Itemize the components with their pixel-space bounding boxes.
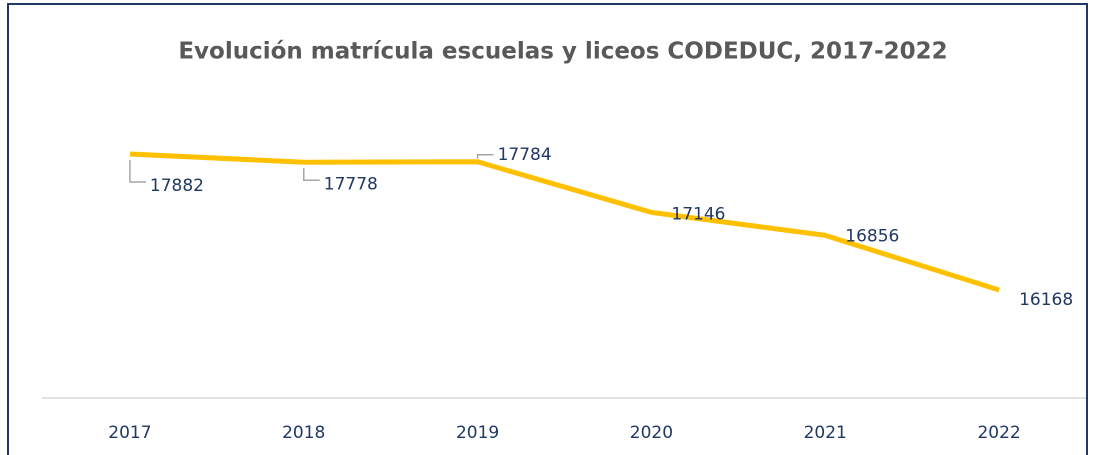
data-label: 17784 xyxy=(498,145,552,165)
data-label: 16168 xyxy=(1019,290,1073,310)
x-tick-label: 2018 xyxy=(282,423,325,443)
chart-title: Evolución matrícula escuelas y liceos CO… xyxy=(178,39,947,65)
data-label: 17146 xyxy=(671,204,725,224)
data-label: 17778 xyxy=(324,174,378,194)
leader-line xyxy=(129,160,146,183)
x-tick-label: 2019 xyxy=(456,423,499,443)
data-label: 16856 xyxy=(845,226,899,246)
chart-frame xyxy=(7,3,1088,455)
data-line xyxy=(129,151,1000,293)
leader-line xyxy=(303,168,320,182)
x-tick-label: 2021 xyxy=(804,423,847,443)
x-tick-label: 2022 xyxy=(977,423,1020,443)
data-label: 17882 xyxy=(150,176,204,196)
x-tick-label: 2020 xyxy=(630,423,673,443)
leader-line xyxy=(476,154,494,159)
x-tick-label: 2017 xyxy=(108,423,151,443)
